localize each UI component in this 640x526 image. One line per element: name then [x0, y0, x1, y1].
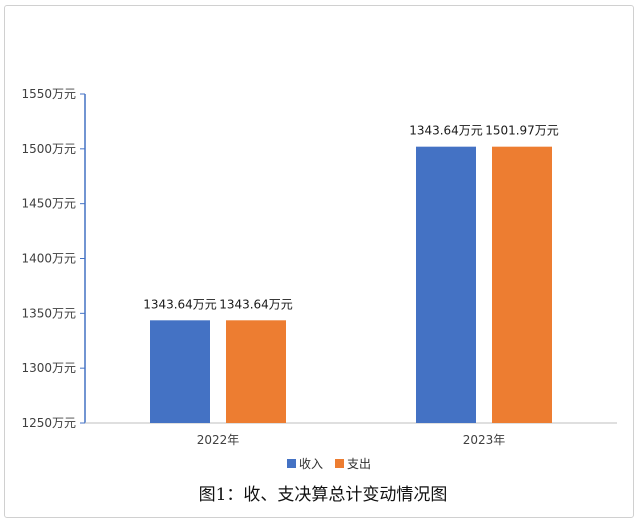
legend-swatch [335, 459, 344, 468]
legend-swatch [287, 459, 296, 468]
y-axis: 1250万元 1300万元 1350万元 1400万元 1450万元 1500万元 1550… [21, 87, 86, 430]
y-tick-label: 1350万元 [21, 306, 76, 320]
y-tick-label: 1500万元 [21, 142, 76, 156]
data-label: 1501.97万元 [485, 124, 559, 138]
data-label: 1343.64万元 [219, 297, 293, 311]
x-tick-label: 2023年 [463, 433, 506, 447]
legend-label: 收入 [299, 457, 323, 471]
legend: 收入 支出 [287, 457, 371, 471]
bar-收入-2023年 [416, 146, 476, 423]
bars [150, 146, 552, 423]
data-label: 1343.64万元 [143, 297, 217, 311]
chart-caption: 图1：收、支决算总计变动情况图 [199, 485, 448, 505]
bar-支出-2022年 [226, 320, 286, 423]
y-tick-label: 1450万元 [21, 197, 76, 211]
y-tick-label: 1550万元 [21, 87, 76, 101]
legend-label: 支出 [347, 457, 371, 471]
bar-支出-2023年 [492, 146, 552, 423]
bar-收入-2022年 [150, 320, 210, 423]
x-axis: 2022年 2023年 [85, 422, 617, 447]
y-tick-label: 1400万元 [21, 252, 76, 266]
data-label: 1343.64万元 [409, 124, 483, 138]
y-tick-label: 1250万元 [21, 416, 76, 430]
y-tick-label: 1300万元 [21, 361, 76, 375]
x-tick-label: 2022年 [197, 433, 240, 447]
